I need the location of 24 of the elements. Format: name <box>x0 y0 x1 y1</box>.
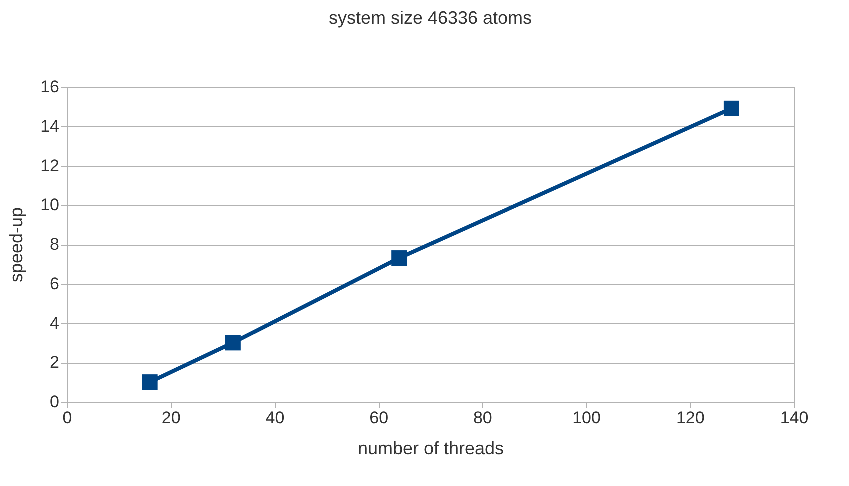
y-tick-label: 8 <box>50 235 60 254</box>
point <box>392 250 408 266</box>
x-tick-label: 0 <box>62 408 72 428</box>
y-axis-title: speed-up <box>6 207 27 283</box>
x-tick-label: 60 <box>370 408 389 428</box>
x-tick-label: 20 <box>162 408 181 428</box>
chart-title: system size 46336 atoms <box>328 8 532 28</box>
y-tick-label: 10 <box>40 196 60 215</box>
y-tick-label: 14 <box>40 116 60 136</box>
point <box>724 100 740 116</box>
x-tick-label: 100 <box>572 408 601 428</box>
x-tick-label: 40 <box>266 408 285 428</box>
y-tick-label: 16 <box>40 78 60 96</box>
point <box>142 374 158 390</box>
y-tick-label: 0 <box>50 392 60 412</box>
x-tick-label: 80 <box>473 408 492 428</box>
x-tick-label: 140 <box>780 408 809 428</box>
y-tick-label: 6 <box>50 274 60 294</box>
x-tick-label: 120 <box>676 408 705 428</box>
y-tick-label: 4 <box>50 314 60 333</box>
x-axis-title: number of threads <box>358 438 504 458</box>
point <box>225 335 241 351</box>
y-tick-label: 2 <box>50 353 60 372</box>
y-tick-label: 12 <box>40 156 60 176</box>
